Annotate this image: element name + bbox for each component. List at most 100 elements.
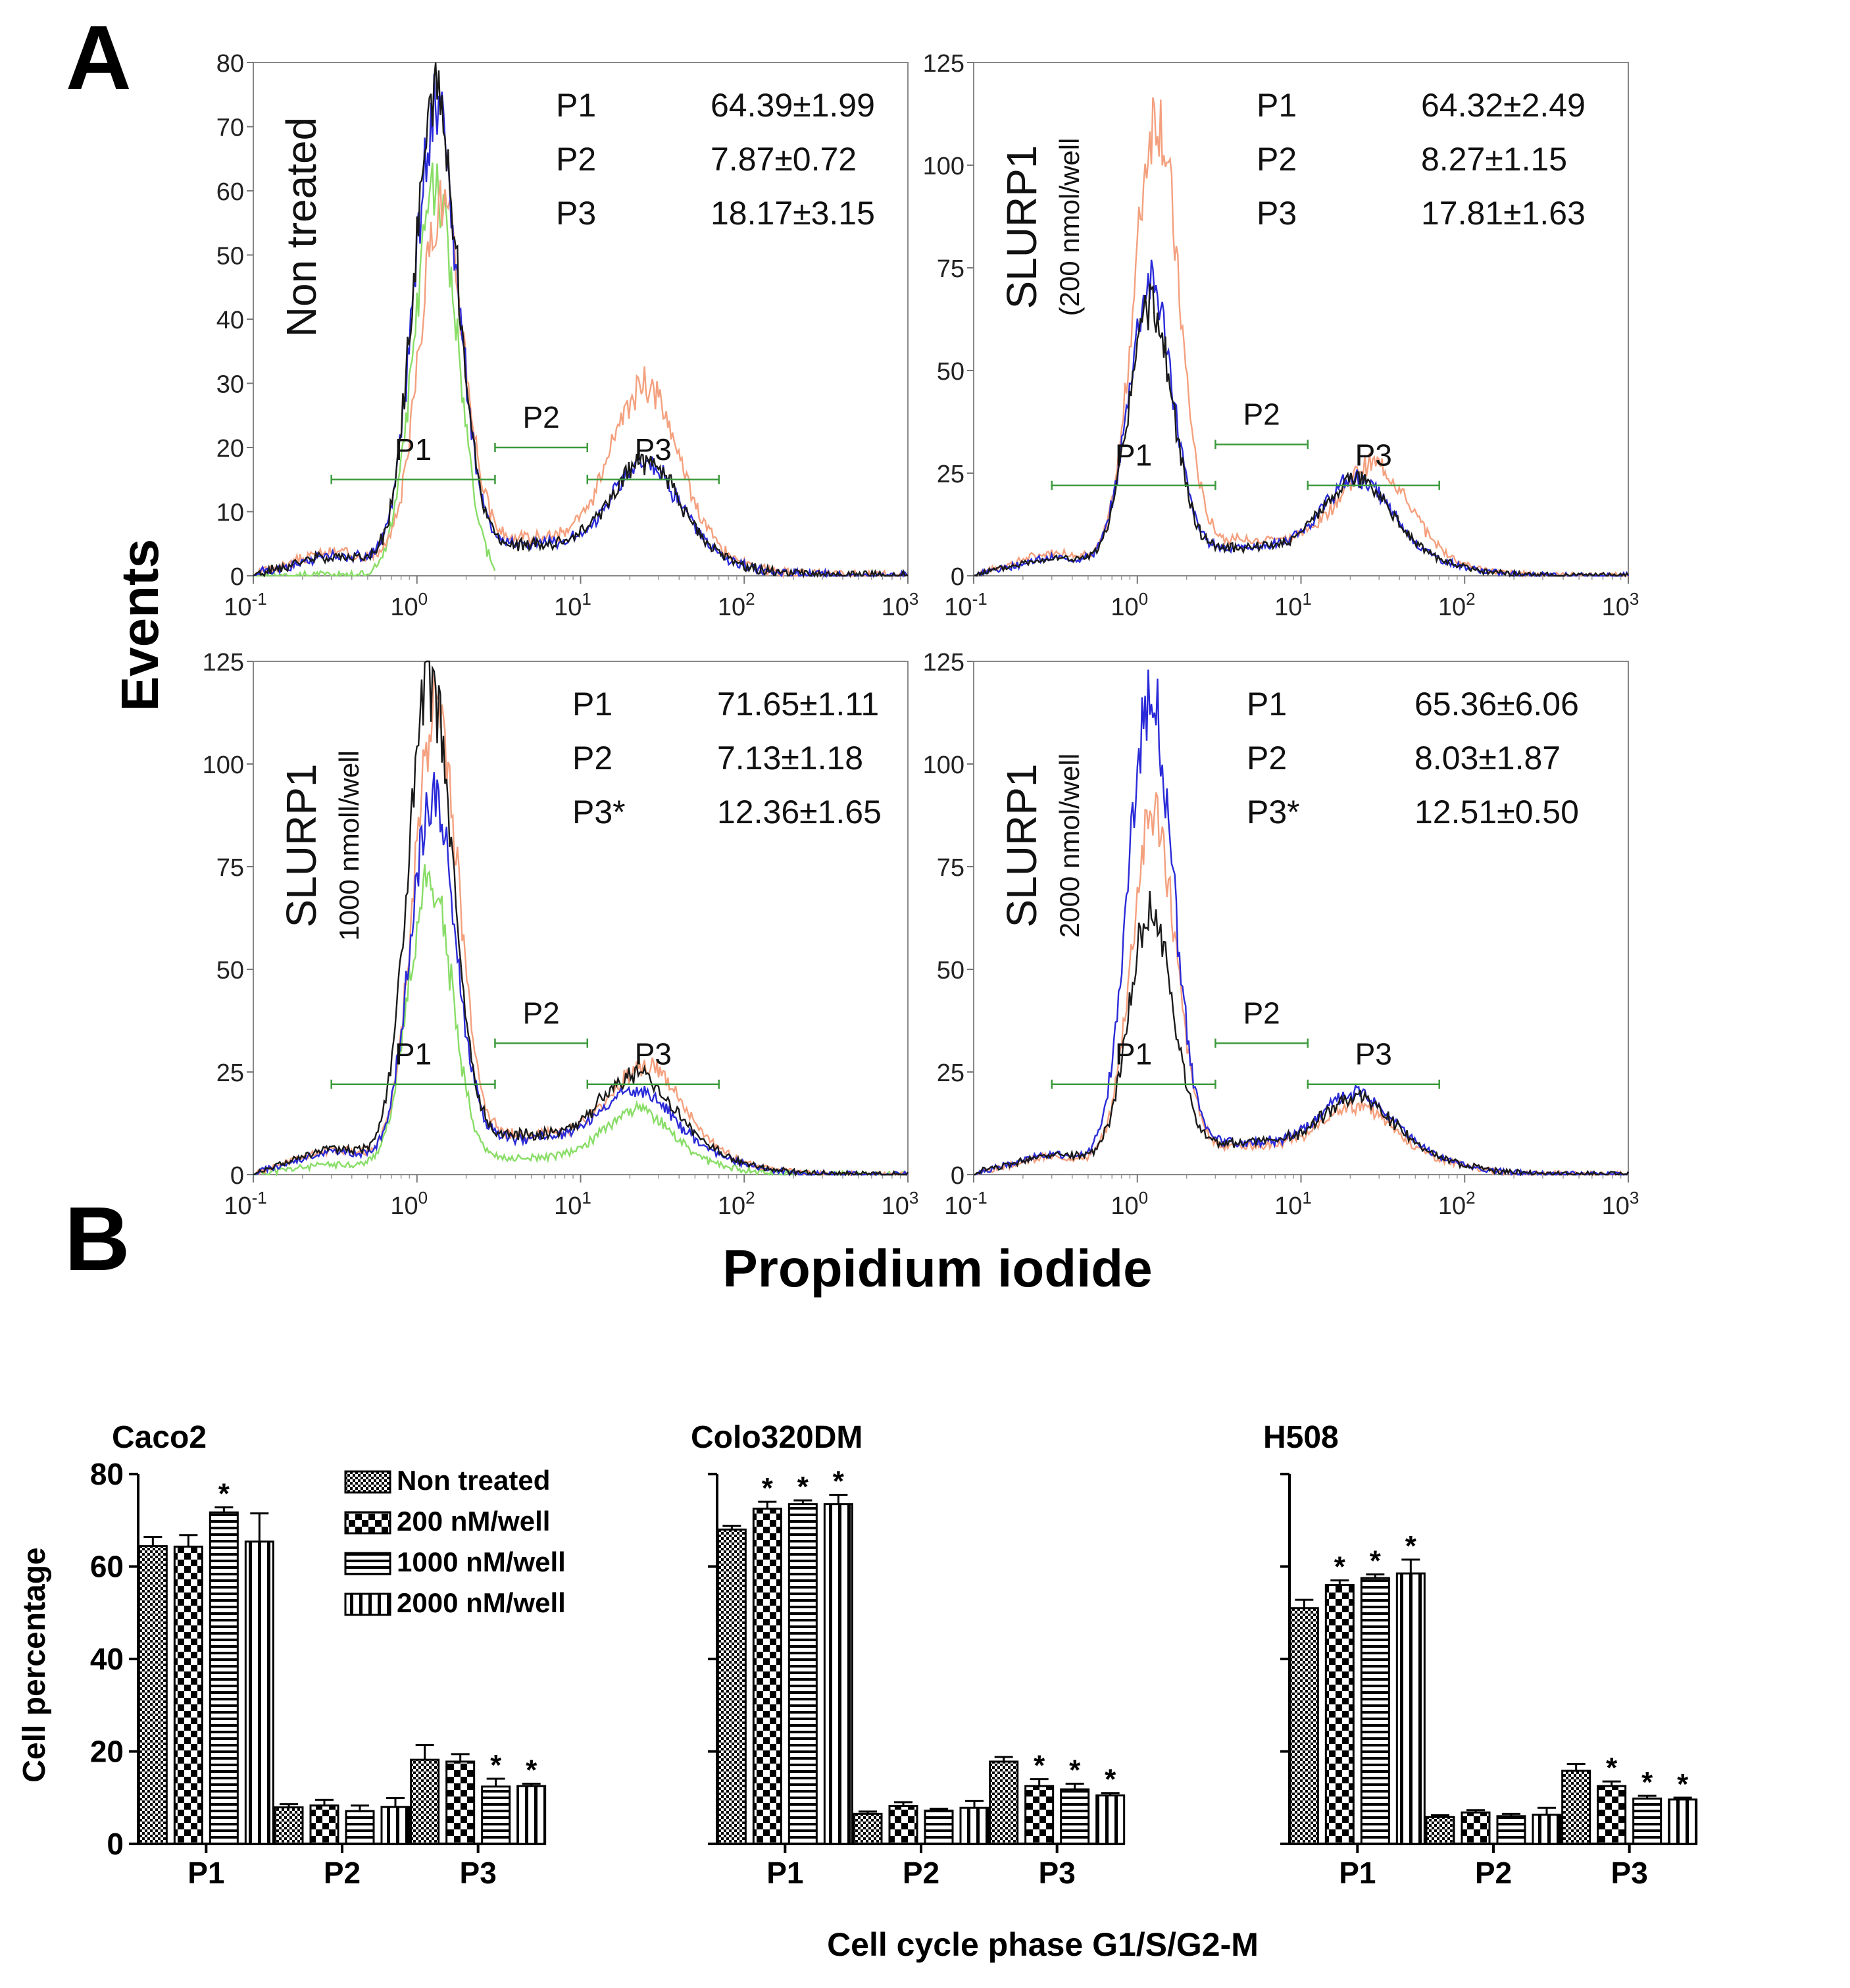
bar: [1289, 1607, 1319, 1845]
x-tick-base: 10: [944, 594, 972, 621]
gate-label-p3: P3: [635, 1037, 672, 1071]
gate-label-p2: P2: [522, 996, 559, 1030]
bar-chart-panels: Caco2 0 20 40 60 80 P1 * P2 P3 * * Non treated 200 nM…: [90, 1420, 1698, 1890]
stat-value: 7.87±0.72: [711, 141, 857, 178]
y-tick-label: 50: [937, 957, 964, 984]
y-tick-label: 30: [216, 371, 244, 399]
trace-black: [973, 283, 1629, 578]
x-tick-label: 101: [1274, 1188, 1312, 1220]
x-tick-label: 101: [554, 589, 591, 621]
panel-b-label: B: [64, 1188, 130, 1290]
condition-subtitle: 1000 nmoll/well: [334, 750, 364, 941]
category-label: P1: [188, 1856, 224, 1890]
x-tick-base: 10: [882, 1192, 909, 1220]
bar: [1395, 1572, 1426, 1845]
y-tick-label: 20: [216, 435, 244, 463]
stat-value: 8.03±1.87: [1414, 740, 1561, 777]
stat-value: 7.13±1.18: [717, 740, 863, 777]
bar: [1668, 1798, 1698, 1845]
y-tick-label: 40: [90, 1642, 124, 1676]
x-tick-label: 101: [1274, 589, 1312, 621]
x-tick-label: 102: [1438, 589, 1476, 621]
stat-label: P3: [556, 195, 596, 232]
x-tick-exponent: 3: [909, 1188, 918, 1208]
x-tick-exponent: 2: [745, 589, 755, 609]
significance-marker: *: [490, 1749, 502, 1781]
gate-label-p3: P3: [1355, 1037, 1392, 1071]
bar: [380, 1806, 411, 1845]
x-tick-base: 10: [718, 1192, 745, 1220]
y-tick-label: 10: [216, 499, 244, 527]
condition-subtitle: 2000 nmol/well: [1054, 753, 1085, 938]
significance-marker: *: [1606, 1752, 1618, 1784]
stat-label: P3*: [572, 794, 626, 830]
gate-label-p1: P1: [1115, 438, 1152, 472]
x-tick-exponent: 2: [1466, 1188, 1475, 1208]
stat-label: P1: [572, 686, 612, 723]
x-tick-label: 10-1: [224, 589, 266, 621]
y-tick-label: 75: [216, 854, 244, 882]
x-tick-exponent: 1: [1302, 589, 1311, 609]
stat-value: 64.39±1.99: [711, 87, 875, 124]
legend-label: 1000 nM/well: [397, 1546, 566, 1577]
trace-green: [253, 162, 496, 578]
events-axis-label: Events: [111, 539, 169, 711]
bar: [274, 1806, 304, 1845]
y-tick-label: 75: [937, 854, 964, 882]
x-tick-base: 10: [1274, 594, 1302, 621]
bar: [716, 1528, 747, 1845]
trace-black: [253, 62, 909, 578]
y-tick-label: 50: [937, 358, 964, 386]
x-tick-label: 101: [554, 1188, 591, 1220]
bar: [1060, 1788, 1090, 1845]
x-tick-base: 10: [554, 1192, 582, 1220]
y-tick-label: 50: [216, 243, 244, 270]
bar: [1324, 1584, 1355, 1845]
x-tick-base: 10: [1111, 1192, 1138, 1220]
significance-marker: *: [1641, 1766, 1653, 1798]
category-label: P1: [1339, 1856, 1376, 1890]
significance-marker: *: [526, 1754, 538, 1787]
legend-swatch: [344, 1511, 391, 1535]
bar: [481, 1785, 511, 1845]
x-tick-exponent: 2: [745, 1188, 755, 1208]
x-tick-label: 10-1: [944, 589, 987, 621]
stat-label: P2: [572, 740, 612, 777]
legend-label: Non treated: [397, 1465, 550, 1496]
panel-b-xlabel: Cell cycle phase G1/S/G2-M: [827, 1926, 1259, 1963]
bar: [1461, 1811, 1491, 1845]
significance-marker: *: [833, 1466, 845, 1498]
bar: [1095, 1794, 1126, 1845]
stat-label: P3: [1257, 195, 1297, 232]
bar: [1532, 1814, 1562, 1845]
gate-label-p3: P3: [1355, 438, 1392, 472]
stat-label: P1: [556, 87, 596, 124]
bar-chart-caco2: Caco2 0 20 40 60 80 P1 * P2 P3 * * Non treated 200 nM…: [90, 1420, 566, 1890]
x-tick-base: 10: [224, 1192, 251, 1220]
category-label: P1: [766, 1856, 803, 1890]
bar: [1425, 1816, 1455, 1845]
bar: [989, 1760, 1019, 1845]
y-tick-label: 125: [923, 50, 964, 78]
bar: [788, 1503, 818, 1845]
bar: [309, 1804, 339, 1845]
x-tick-exponent: 3: [1630, 589, 1639, 609]
bar: [1597, 1785, 1627, 1845]
condition-subtitle: (200 nmol/well: [1054, 138, 1085, 317]
y-tick-label: 125: [203, 649, 244, 676]
x-tick-exponent: 0: [1139, 1188, 1148, 1208]
stat-value: 12.36±1.65: [717, 794, 882, 830]
condition-title: SLURP1: [278, 764, 325, 928]
gate-label-p2: P2: [1243, 397, 1280, 431]
bar: [959, 1806, 989, 1845]
stat-value: 8.27±1.15: [1421, 141, 1567, 178]
significance-marker: *: [218, 1478, 230, 1510]
significance-marker: *: [1034, 1750, 1045, 1782]
x-tick-base: 10: [1438, 594, 1466, 621]
y-tick-label: 25: [937, 1059, 964, 1087]
legend-label: 2000 nM/well: [397, 1587, 566, 1618]
bar: [752, 1508, 782, 1845]
x-tick-base: 10: [554, 594, 582, 621]
legend-swatch: [344, 1552, 391, 1575]
